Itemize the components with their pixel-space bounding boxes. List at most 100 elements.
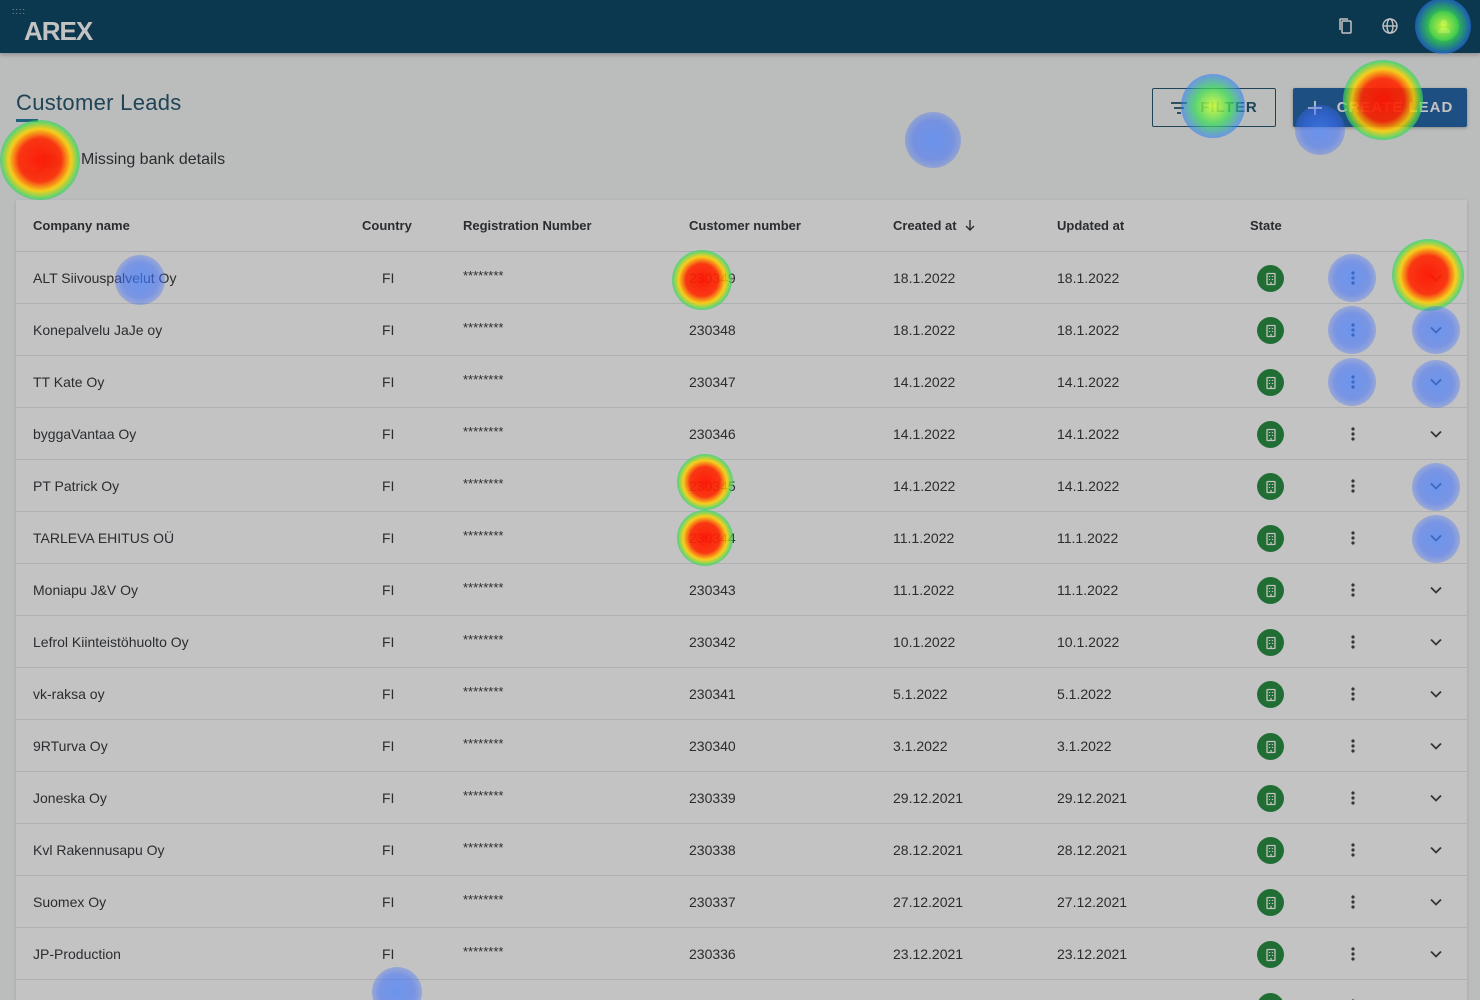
cell-updated-at: 18.1.2022 xyxy=(1057,322,1120,338)
cell-updated-at: 29.12.2021 xyxy=(1057,790,1128,806)
chevron-down-icon[interactable] xyxy=(1424,526,1448,550)
cell-company-name: JP-Production xyxy=(33,946,121,962)
cell-customer-number: 230341 xyxy=(689,686,736,702)
cell-country: FI xyxy=(382,686,395,702)
cell-company-name: Kvl Rakennusapu Oy xyxy=(33,842,165,858)
cell-created-at: 5.1.2022 xyxy=(893,686,948,702)
table-row[interactable]: Kvl Rakennusapu Oy FI ******** 230338 28.12.… xyxy=(16,824,1467,876)
chevron-down-icon[interactable] xyxy=(1424,786,1448,810)
table-row[interactable]: TT Kate Oy FI ******** 230347 14.1.2022 14.1.… xyxy=(16,356,1467,408)
arrow-down-icon xyxy=(965,220,975,231)
cell-company-name: Lefrol Kiinteistöhuolto Oy xyxy=(33,634,189,650)
state-building-icon xyxy=(1257,733,1284,760)
chevron-down-icon[interactable] xyxy=(1424,838,1448,862)
cell-customer-number: 230349 xyxy=(689,270,736,286)
cell-registration-number: ******** xyxy=(463,580,504,595)
arex-logo[interactable]: :::: AREX xyxy=(12,7,112,47)
cell-country: FI xyxy=(382,842,395,858)
cell-created-at: 27.12.2021 xyxy=(893,894,964,910)
more-options-icon[interactable] xyxy=(1341,682,1365,706)
chevron-down-icon[interactable] xyxy=(1424,370,1448,394)
more-options-icon[interactable] xyxy=(1341,370,1365,394)
cell-created-at: 10.1.2022 xyxy=(893,634,956,650)
create-lead-button[interactable]: CREATE LEAD xyxy=(1293,88,1467,127)
cell-country: FI xyxy=(382,894,395,910)
cell-company-name: TARLEVA EHITUS OÜ xyxy=(33,530,175,546)
chevron-down-icon[interactable] xyxy=(1424,318,1448,342)
chevron-down-icon[interactable] xyxy=(1424,422,1448,446)
copy-icon[interactable] xyxy=(1334,14,1358,38)
filter-button[interactable]: FILTER xyxy=(1152,88,1276,127)
cell-updated-at: 14.1.2022 xyxy=(1057,374,1120,390)
cell-country: FI xyxy=(382,634,395,650)
more-options-icon[interactable] xyxy=(1341,994,1365,1000)
table-row[interactable]: JP-Production FI ******** 230336 23.12.2021 2… xyxy=(16,928,1467,980)
more-options-icon[interactable] xyxy=(1341,578,1365,602)
cell-company-name: TT Kate Oy xyxy=(33,374,105,390)
cell-country: FI xyxy=(382,478,395,494)
cell-registration-number: ******** xyxy=(463,632,504,647)
logo-dots: :::: xyxy=(12,6,27,16)
header-country[interactable]: Country xyxy=(362,218,412,233)
chevron-down-icon[interactable] xyxy=(1424,630,1448,654)
table-row[interactable]: Joneska Oy FI ******** 230339 29.12.2021 29.1… xyxy=(16,772,1467,824)
create-lead-label: CREATE LEAD xyxy=(1336,99,1454,116)
header-updated-at[interactable]: Updated at xyxy=(1057,218,1125,233)
state-building-icon xyxy=(1257,265,1284,292)
more-options-icon[interactable] xyxy=(1341,942,1365,966)
chevron-down-icon[interactable] xyxy=(1424,942,1448,966)
globe-icon[interactable] xyxy=(1378,14,1402,38)
state-building-icon xyxy=(1257,681,1284,708)
cell-created-at: 11.1.2022 xyxy=(893,530,955,546)
cell-country: FI xyxy=(382,946,395,962)
more-options-icon[interactable] xyxy=(1341,630,1365,654)
header-company-name[interactable]: Company name xyxy=(33,218,130,233)
cell-country: FI xyxy=(382,790,395,806)
chevron-down-icon[interactable] xyxy=(1424,734,1448,758)
chevron-down-icon[interactable] xyxy=(1424,578,1448,602)
table-row[interactable]: ALT Siivouspalvelut Oy FI ******** 230349 18… xyxy=(16,252,1467,304)
header-created-at[interactable]: Created at xyxy=(893,200,976,252)
more-options-icon[interactable] xyxy=(1341,734,1365,758)
chevron-down-icon[interactable] xyxy=(1424,266,1448,290)
table-row[interactable]: TARLEVA EHITUS OÜ FI ******** 230344 11.1.20… xyxy=(16,512,1467,564)
table-row[interactable]: vk-raksa oy FI ******** 230341 5.1.2022 5.1.2… xyxy=(16,668,1467,720)
table-row[interactable]: PT Patrick Oy FI ******** 230345 14.1.2022 14… xyxy=(16,460,1467,512)
table-row[interactable]: Konepalvelu JaJe oy FI ******** 230348 18.1.… xyxy=(16,304,1467,356)
cell-company-name: Suomex Oy xyxy=(33,894,107,910)
cell-registration-number: ******** xyxy=(463,892,504,907)
cell-customer-number: 230346 xyxy=(689,426,736,442)
more-options-icon[interactable] xyxy=(1341,890,1365,914)
filter-label: FILTER xyxy=(1200,99,1258,116)
chevron-down-icon[interactable] xyxy=(1424,474,1448,498)
cell-registration-number: ******** xyxy=(463,476,504,491)
more-options-icon[interactable] xyxy=(1341,422,1365,446)
chevron-down-icon[interactable] xyxy=(1424,890,1448,914)
table-row[interactable]: Moniapu J&V Oy FI ******** 230343 11.1.2022 1… xyxy=(16,564,1467,616)
header-state[interactable]: State xyxy=(1250,218,1282,233)
cell-country: FI xyxy=(382,582,395,598)
more-options-icon[interactable] xyxy=(1341,526,1365,550)
more-options-icon[interactable] xyxy=(1341,266,1365,290)
state-building-icon xyxy=(1257,577,1284,604)
more-options-icon[interactable] xyxy=(1341,474,1365,498)
more-options-icon[interactable] xyxy=(1341,786,1365,810)
state-building-icon xyxy=(1257,837,1284,864)
chevron-down-icon[interactable] xyxy=(1424,994,1448,1000)
table-row[interactable] xyxy=(16,980,1467,1000)
header-customer-number[interactable]: Customer number xyxy=(689,218,801,233)
missing-bank-details-toggle[interactable] xyxy=(22,150,62,172)
user-avatar-icon[interactable] xyxy=(1429,11,1459,41)
more-options-icon[interactable] xyxy=(1341,318,1365,342)
leads-table: Company name Country Registration Number… xyxy=(16,200,1467,1000)
header-registration-number[interactable]: Registration Number xyxy=(463,218,592,233)
more-options-icon[interactable] xyxy=(1341,838,1365,862)
cell-registration-number: ******** xyxy=(463,528,504,543)
table-row[interactable]: Suomex Oy FI ******** 230337 27.12.2021 27.12… xyxy=(16,876,1467,928)
table-row[interactable]: byggaVantaa Oy FI ******** 230346 14.1.2022 1… xyxy=(16,408,1467,460)
chevron-down-icon[interactable] xyxy=(1424,682,1448,706)
top-bar: :::: AREX xyxy=(0,0,1480,53)
table-row[interactable]: 9RTurva Oy FI ******** 230340 3.1.2022 3.1.20… xyxy=(16,720,1467,772)
state-building-icon xyxy=(1257,525,1284,552)
table-row[interactable]: Lefrol Kiinteistöhuolto Oy FI ******** 2303… xyxy=(16,616,1467,668)
